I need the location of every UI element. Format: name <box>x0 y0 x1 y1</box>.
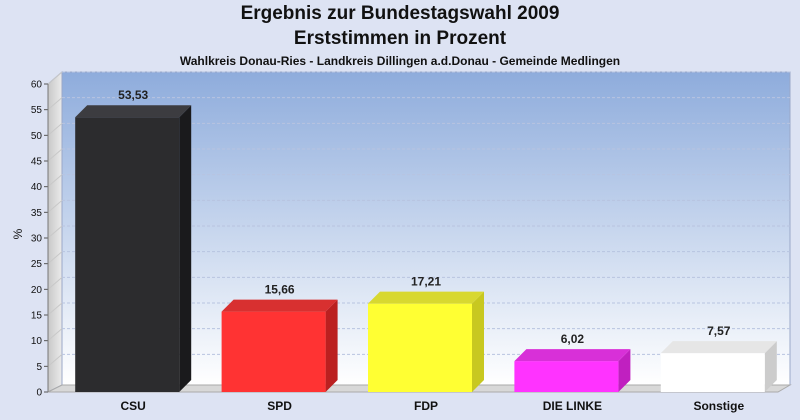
gridline-wall <box>47 97 63 111</box>
gridline-wall <box>47 148 63 162</box>
bar-value-label: 53,53 <box>118 88 148 102</box>
y-tick-label: 20 <box>31 285 43 296</box>
bar-side <box>764 341 777 392</box>
bar <box>514 361 619 392</box>
gridline-wall <box>47 328 63 342</box>
bar <box>368 303 472 392</box>
y-tick-label: 25 <box>31 259 43 270</box>
bar-value-label: 17,21 <box>411 275 441 289</box>
bar <box>221 311 326 392</box>
x-tick-label: DIE LINKE <box>543 399 602 413</box>
y-tick-label: 10 <box>31 336 43 347</box>
chart-subsubtitle: Wahlkreis Donau-Ries - Landkreis Dilling… <box>179 54 621 68</box>
gridline-wall <box>47 225 63 239</box>
x-tick-label: SPD <box>267 399 292 413</box>
bar-top <box>660 341 777 354</box>
y-axis-label: % <box>11 228 25 239</box>
y-tick-label: 30 <box>31 234 43 245</box>
chart-subtitle: Erststimmen in Prozent <box>293 28 507 49</box>
y-tick-label: 0 <box>36 388 42 399</box>
bar <box>75 117 180 392</box>
gridline-wall <box>47 174 63 188</box>
y-tick-label: 60 <box>31 80 43 91</box>
x-tick-label: FDP <box>414 399 438 413</box>
gridline-wall <box>47 71 63 85</box>
gridline-wall <box>47 251 63 265</box>
bar-top <box>75 105 192 118</box>
bar-value-label: 7,57 <box>707 324 731 338</box>
bar-side <box>325 299 338 392</box>
y-tick-label: 5 <box>36 362 42 373</box>
gridline-wall <box>47 353 63 367</box>
gridline-wall <box>47 302 63 316</box>
y-tick-label: 35 <box>31 208 43 219</box>
x-tick-label: Sonstige <box>693 399 744 413</box>
bar-side <box>472 291 484 392</box>
bar-top <box>221 299 338 312</box>
gridline-wall <box>47 199 63 213</box>
y-tick-label: 50 <box>31 131 43 142</box>
bar <box>660 353 765 392</box>
chart-title: Ergebnis zur Bundestagswahl 2009 <box>240 3 560 24</box>
bar-top <box>368 291 484 304</box>
bar-value-label: 15,66 <box>265 283 295 297</box>
x-tick-label: CSU <box>121 399 146 413</box>
y-tick-label: 40 <box>31 182 43 193</box>
y-tick-label: 45 <box>31 157 43 168</box>
bar-value-label: 6,02 <box>561 332 585 346</box>
bar-side <box>179 105 192 392</box>
bar-side <box>618 349 631 392</box>
y-tick-label: 15 <box>31 311 43 322</box>
bar-top <box>514 349 631 362</box>
gridline-wall <box>47 122 63 136</box>
gridline-wall <box>47 276 63 290</box>
y-tick-label: 55 <box>31 105 43 116</box>
